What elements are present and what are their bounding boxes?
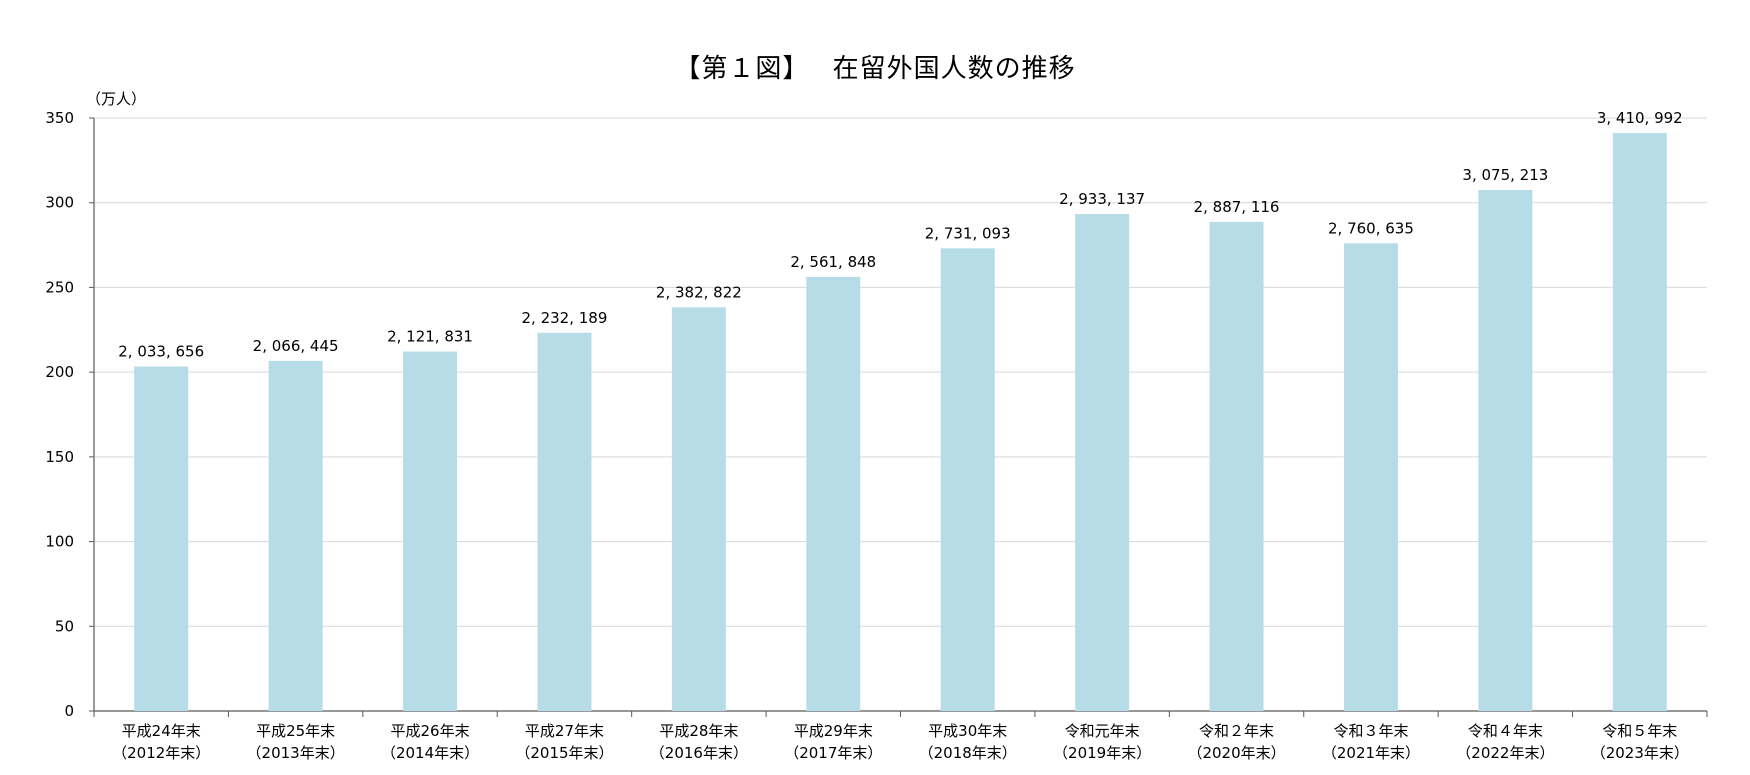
x-category-year-label: （2018年末） bbox=[919, 744, 1017, 762]
x-category-label: 平成26年末 bbox=[390, 722, 469, 740]
y-tick-label: 50 bbox=[55, 617, 74, 635]
bar bbox=[403, 351, 458, 711]
chart-title: 【第１図】 在留外国人数の推移 bbox=[674, 54, 1076, 84]
y-tick-label: 250 bbox=[45, 278, 74, 296]
x-category-year-label: （2017年末） bbox=[784, 744, 882, 762]
bar bbox=[1478, 189, 1533, 711]
x-category-label: 平成28年末 bbox=[659, 722, 738, 740]
x-category-year-label: （2013年末） bbox=[247, 744, 345, 762]
bar bbox=[806, 276, 861, 711]
data-label: 2, 760, 635 bbox=[1328, 219, 1414, 237]
x-category-label: 令和元年末 bbox=[1065, 722, 1140, 740]
data-label: 2, 033, 656 bbox=[118, 342, 204, 360]
x-category-year-label: （2012年末） bbox=[112, 744, 210, 762]
bar bbox=[134, 366, 189, 711]
data-label: 2, 887, 116 bbox=[1194, 198, 1280, 216]
bar bbox=[1075, 214, 1130, 711]
x-category-year-label: （2021年末） bbox=[1322, 744, 1420, 762]
bar bbox=[537, 332, 592, 711]
data-label: 2, 121, 831 bbox=[387, 328, 473, 346]
data-label: 2, 382, 822 bbox=[656, 283, 742, 301]
bar bbox=[1209, 221, 1264, 711]
x-category-year-label: （2022年末） bbox=[1456, 744, 1554, 762]
x-category-year-label: （2016年末） bbox=[650, 744, 748, 762]
bar bbox=[1343, 243, 1398, 711]
x-category-label: 平成29年末 bbox=[794, 722, 873, 740]
x-category-label: 令和３年末 bbox=[1333, 722, 1408, 740]
data-label: 2, 933, 137 bbox=[1059, 190, 1145, 208]
x-category-label: 令和５年末 bbox=[1602, 722, 1677, 740]
x-category-year-label: （2023年末） bbox=[1591, 744, 1689, 762]
x-category-label: 令和４年末 bbox=[1468, 722, 1543, 740]
y-tick-label: 300 bbox=[45, 194, 74, 212]
y-tick-label: 150 bbox=[45, 448, 74, 466]
y-tick-label: 200 bbox=[45, 363, 74, 381]
x-category-year-label: （2014年末） bbox=[381, 744, 479, 762]
bar bbox=[671, 307, 726, 711]
y-tick-label: 0 bbox=[64, 702, 74, 720]
data-label: 2, 731, 093 bbox=[925, 224, 1011, 242]
bar bbox=[268, 360, 323, 711]
y-axis-unit-label: （万人） bbox=[86, 90, 146, 108]
data-label: 2, 066, 445 bbox=[253, 337, 339, 355]
data-label: 2, 561, 848 bbox=[790, 253, 876, 271]
x-category-year-label: （2019年末） bbox=[1053, 744, 1151, 762]
x-category-label: 平成30年末 bbox=[928, 722, 1007, 740]
x-category-year-label: （2020年末） bbox=[1187, 744, 1285, 762]
data-label: 3, 075, 213 bbox=[1462, 166, 1548, 184]
x-category-label: 平成27年末 bbox=[525, 722, 604, 740]
y-tick-label: 350 bbox=[45, 109, 74, 127]
data-label: 3, 410, 992 bbox=[1597, 109, 1683, 127]
x-category-year-label: （2015年末） bbox=[515, 744, 613, 762]
data-label: 2, 232, 189 bbox=[522, 309, 608, 327]
bar bbox=[940, 248, 995, 711]
x-category-label: 平成24年末 bbox=[122, 722, 201, 740]
x-category-label: 令和２年末 bbox=[1199, 722, 1274, 740]
y-tick-label: 100 bbox=[45, 533, 74, 551]
x-category-label: 平成25年末 bbox=[256, 722, 335, 740]
bar bbox=[1612, 133, 1667, 711]
